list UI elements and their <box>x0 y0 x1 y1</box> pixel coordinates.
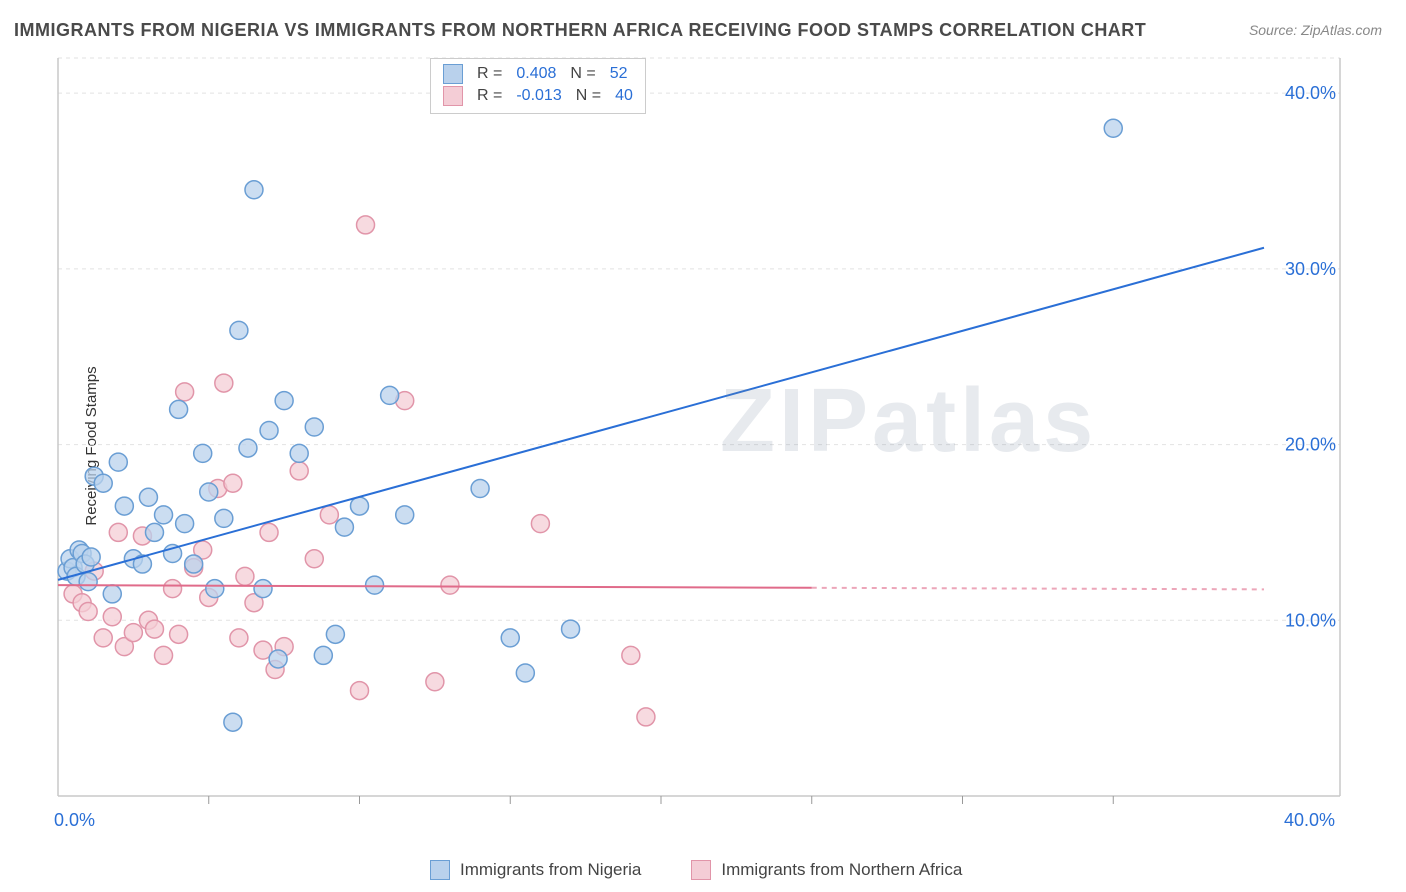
n-value-2: 40 <box>615 85 633 107</box>
plot-svg: 10.0% 20.0% 30.0% 40.0% <box>54 54 1344 826</box>
x-axis-min-label: 0.0% <box>54 810 95 831</box>
svg-text:30.0%: 30.0% <box>1285 259 1336 279</box>
stats-row-2: R = -0.013 N = 40 <box>443 85 633 107</box>
legend-item-2: Immigrants from Northern Africa <box>691 860 962 880</box>
svg-text:10.0%: 10.0% <box>1285 610 1336 630</box>
r-value-1: 0.408 <box>516 63 556 85</box>
legend-item-1: Immigrants from Nigeria <box>430 860 641 880</box>
bottom-legend: Immigrants from Nigeria Immigrants from … <box>430 860 962 880</box>
r-label: R = <box>477 63 502 85</box>
n-label: N = <box>576 85 601 107</box>
r-value-2: -0.013 <box>516 85 561 107</box>
swatch-series-2 <box>443 86 463 106</box>
correlation-chart: IMMIGRANTS FROM NIGERIA VS IMMIGRANTS FR… <box>0 0 1406 892</box>
n-value-1: 52 <box>610 63 628 85</box>
swatch-series-2b <box>691 860 711 880</box>
legend-label-1: Immigrants from Nigeria <box>460 860 641 880</box>
chart-title: IMMIGRANTS FROM NIGERIA VS IMMIGRANTS FR… <box>14 20 1146 41</box>
svg-text:40.0%: 40.0% <box>1285 83 1336 103</box>
stats-row-1: R = 0.408 N = 52 <box>443 63 633 85</box>
swatch-series-1 <box>443 64 463 84</box>
r-label: R = <box>477 85 502 107</box>
source-attribution: Source: ZipAtlas.com <box>1249 22 1382 38</box>
swatch-series-1b <box>430 860 450 880</box>
stats-legend: R = 0.408 N = 52 R = -0.013 N = 40 <box>430 58 646 114</box>
legend-label-2: Immigrants from Northern Africa <box>721 860 962 880</box>
n-label: N = <box>570 63 595 85</box>
x-axis-max-label: 40.0% <box>1284 810 1335 831</box>
svg-text:20.0%: 20.0% <box>1285 435 1336 455</box>
